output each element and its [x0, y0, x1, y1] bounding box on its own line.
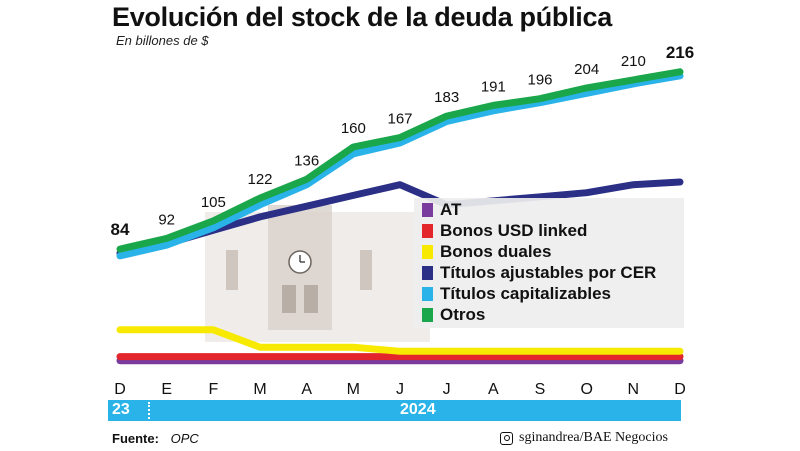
total-data-label: 122	[247, 171, 272, 188]
x-tick-label: A	[301, 381, 312, 398]
legend-label-otros: Otros	[440, 305, 486, 324]
total-data-label: 84	[111, 220, 130, 239]
total-data-label: 210	[621, 53, 646, 70]
x-tick-label: O	[580, 381, 592, 398]
legend-label-titulos-cer: Títulos ajustables por CER	[440, 263, 657, 282]
total-data-label: 92	[158, 211, 175, 228]
chart-title: Evolución del stock de la deuda pública	[112, 2, 612, 32]
total-data-label: 191	[481, 78, 506, 95]
x-tick-label: F	[208, 381, 218, 398]
x-tick-label: A	[488, 381, 499, 398]
legend-label-titulos-capitalizables: Títulos capitalizables	[440, 284, 611, 303]
total-data-label: 160	[341, 120, 366, 137]
total-data-label: 183	[434, 89, 459, 106]
x-tick-label: S	[535, 381, 546, 398]
x-tick-label: D	[674, 381, 686, 398]
legend-label-bonos-duales: Bonos duales	[440, 242, 552, 261]
legend-label-bonos-usd-linked: Bonos USD linked	[440, 221, 588, 240]
x-tick-label: N	[628, 381, 640, 398]
building-illustration	[205, 205, 430, 342]
total-data-label: 204	[574, 61, 599, 78]
credit: sginandrea/BAE Negocios	[500, 430, 668, 446]
x-tick-label: D	[114, 381, 126, 398]
legend-swatch-bonos-duales	[422, 245, 433, 259]
legend-item-titulos-cer: Títulos ajustables por CER	[422, 262, 656, 284]
legend-item-at: AT	[422, 199, 461, 221]
x-tick-label: E	[161, 381, 172, 398]
x-tick-label: M	[347, 381, 360, 398]
series-line-otros	[116, 68, 684, 253]
legend-swatch-titulos-cer	[422, 266, 433, 280]
total-data-label: 196	[527, 72, 552, 89]
legend-item-bonos-duales: Bonos duales	[422, 241, 551, 263]
year-label-23: 23	[112, 401, 130, 418]
legend-item-titulos-capitalizables: Títulos capitalizables	[422, 283, 611, 305]
legend-item-bonos-usd-linked: Bonos USD linked	[422, 220, 587, 242]
x-tick-label: M	[253, 381, 266, 398]
legend-swatch-at	[422, 203, 433, 217]
legend: AT Bonos USD linked Bonos duales Títulos…	[414, 198, 684, 328]
legend-swatch-titulos-capitalizables	[422, 287, 433, 301]
total-data-label: 105	[201, 194, 226, 211]
legend-item-otros: Otros	[422, 304, 485, 326]
x-tick-label: J	[396, 381, 404, 398]
legend-label-at: AT	[440, 200, 462, 219]
source-value: OPC	[170, 431, 199, 446]
legend-swatch-otros	[422, 308, 433, 322]
total-data-label: 216	[666, 43, 694, 62]
year-bar: 23 2024	[108, 400, 681, 421]
year-separator	[148, 402, 150, 419]
total-data-label: 167	[387, 111, 412, 128]
legend-swatch-bonos-usd-linked	[422, 224, 433, 238]
x-tick-label: J	[443, 381, 451, 398]
year-label-2024: 2024	[400, 401, 436, 418]
credit-text: sginandrea/BAE Negocios	[519, 430, 668, 445]
source-label: Fuente:	[112, 431, 159, 446]
series-line-titulos-capitalizables	[116, 72, 684, 260]
chart-subtitle: En billones de $	[116, 33, 209, 48]
source-note: Fuente: OPC	[112, 431, 199, 446]
series-line-bonos-duales	[116, 326, 684, 355]
total-data-label: 136	[294, 152, 319, 169]
instagram-icon	[500, 431, 513, 445]
